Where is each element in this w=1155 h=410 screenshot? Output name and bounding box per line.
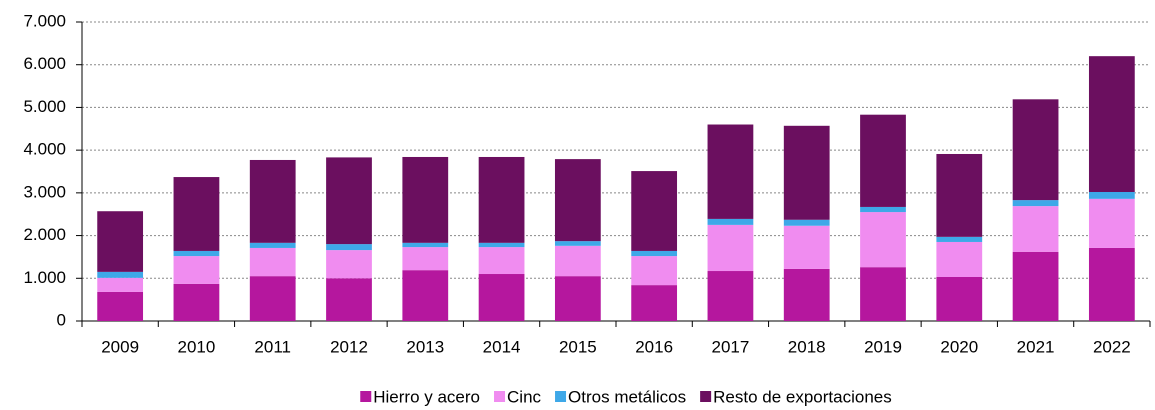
bar-segment	[478, 274, 525, 321]
bar-segment	[936, 277, 983, 321]
bar-segment	[631, 285, 678, 321]
bar-segment	[783, 219, 830, 226]
x-tick-label: 2014	[483, 337, 521, 356]
bar-segment	[631, 256, 678, 286]
bar-segment	[1012, 206, 1059, 252]
bar-segment	[936, 153, 983, 237]
bar-segment	[1012, 99, 1059, 201]
bar-segment	[860, 114, 906, 207]
bar-segment	[173, 177, 220, 251]
x-tick-label: 2020	[940, 337, 978, 356]
bar-segment	[936, 241, 983, 278]
x-tick-label: 2021	[1017, 337, 1055, 356]
bar-segment	[1088, 247, 1135, 321]
bar-segment	[554, 159, 601, 242]
bar-segment	[860, 206, 906, 213]
bar-segment	[173, 283, 220, 321]
x-tick-label: 2010	[178, 337, 216, 356]
bar-segment	[97, 271, 144, 278]
bar-segment	[1088, 198, 1135, 248]
x-tick-label: 2009	[101, 337, 139, 356]
x-tick-label: 2022	[1093, 337, 1131, 356]
bar-segment	[97, 277, 144, 292]
bar-segment	[402, 270, 449, 321]
bar-segment	[173, 256, 220, 284]
bar-segment	[326, 157, 372, 245]
bar-segment	[631, 171, 678, 251]
bar-segment	[97, 211, 144, 272]
bar-segment	[249, 276, 296, 321]
y-tick-label: 0	[57, 310, 66, 329]
bar-segment	[478, 247, 525, 275]
bar-segment	[326, 250, 372, 279]
legend-label: Resto de exportaciones	[713, 387, 892, 406]
bar-segment	[249, 242, 296, 248]
bar-segment	[707, 271, 754, 321]
y-tick-label: 7.000	[23, 11, 66, 30]
legend-swatch	[494, 391, 506, 402]
bar-segment	[326, 244, 372, 251]
bar-segment	[402, 247, 449, 271]
bar-segment	[707, 224, 754, 272]
bar-segment	[402, 242, 449, 248]
bar-segment	[783, 268, 830, 321]
y-tick-label: 1.000	[23, 268, 66, 287]
bar-segment	[554, 245, 601, 277]
bar-segment	[1088, 192, 1135, 199]
x-tick-label: 2013	[406, 337, 444, 356]
x-tick-label: 2017	[712, 337, 750, 356]
bar-segment	[1012, 251, 1059, 321]
bar-segment	[860, 267, 906, 321]
legend-swatch	[360, 391, 372, 402]
bar-segment	[478, 242, 525, 248]
bar-segment	[97, 291, 144, 321]
y-tick-label: 3.000	[23, 182, 66, 201]
x-tick-label: 2015	[559, 337, 597, 356]
bar-segment	[783, 125, 830, 220]
bar-segment	[860, 212, 906, 268]
bar-segment	[173, 250, 220, 257]
y-tick-label: 2.000	[23, 225, 66, 244]
bar-segment	[1088, 56, 1135, 193]
bar-segment	[1012, 200, 1059, 207]
bar-segment	[326, 278, 372, 321]
bar-segment	[554, 276, 601, 321]
y-tick-label: 4.000	[23, 140, 66, 159]
bar-segment	[936, 236, 983, 242]
x-tick-label: 2012	[330, 337, 368, 356]
bar-segment	[707, 124, 754, 219]
bar-segment	[478, 156, 525, 243]
y-tick-label: 6.000	[23, 54, 66, 73]
legend-label: Cinc	[507, 387, 542, 406]
legend-label: Otros metálicos	[568, 387, 686, 406]
legend-label: Hierro y acero	[373, 387, 480, 406]
bar-segment	[402, 156, 449, 243]
bar-segment	[249, 247, 296, 277]
x-tick-label: 2019	[864, 337, 902, 356]
x-tick-label: 2016	[635, 337, 673, 356]
bar-segment	[554, 241, 601, 246]
legend-swatch	[555, 391, 567, 402]
x-tick-label: 2011	[254, 337, 291, 356]
bar-segment	[707, 218, 754, 225]
bar-segment	[783, 225, 830, 269]
bar-segment	[631, 250, 678, 257]
x-tick-label: 2018	[788, 337, 826, 356]
legend-swatch	[700, 391, 712, 402]
bar-segment	[249, 159, 296, 243]
y-tick-label: 5.000	[23, 97, 66, 116]
